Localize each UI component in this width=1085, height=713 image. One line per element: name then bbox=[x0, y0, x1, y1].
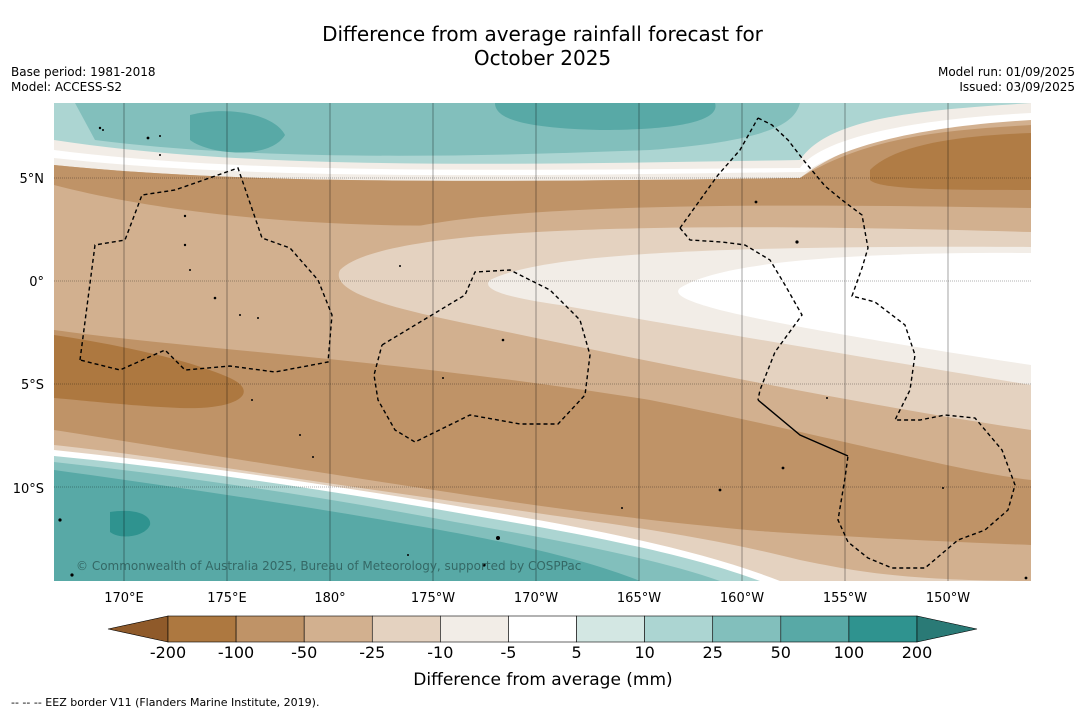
copyright-text: © Commonwealth of Australia 2025, Bureau… bbox=[76, 559, 581, 573]
colorbar-tick-label: -5 bbox=[500, 643, 516, 662]
colorbar-tick-label: 25 bbox=[703, 643, 723, 662]
lon-label: 170°W bbox=[514, 591, 558, 606]
base-period-text: Base period: 1981-2018 bbox=[11, 65, 156, 79]
colorbar-tick-label: 100 bbox=[834, 643, 865, 662]
lon-label: 160°W bbox=[720, 591, 764, 606]
lon-label: 175°E bbox=[207, 591, 247, 606]
model-text: Model: ACCESS-S2 bbox=[11, 80, 123, 94]
lon-label: 175°W bbox=[411, 591, 455, 606]
colorbar-swatch bbox=[576, 615, 645, 643]
map-field: © Commonwealth of Australia 2025, Bureau… bbox=[54, 103, 1031, 581]
base-info: Base period: 1981-2018 Model: ACCESS-S2 bbox=[11, 65, 156, 95]
colorbar-tick-label: -25 bbox=[359, 643, 385, 662]
colorbar-title: Difference from average (mm) bbox=[413, 670, 672, 690]
model-run-text: Model run: 01/09/2025 bbox=[937, 65, 1075, 79]
lon-label: 165°W bbox=[617, 591, 661, 606]
lat-label: 5°S bbox=[21, 378, 44, 393]
lon-label: 150°W bbox=[926, 591, 970, 606]
colorbar-tick-label: -200 bbox=[150, 643, 186, 662]
eez-borders bbox=[79, 117, 1016, 569]
colorbar-swatch bbox=[167, 615, 237, 643]
eez-joint-border bbox=[757, 399, 849, 457]
lon-label: 170°E bbox=[104, 591, 144, 606]
islands bbox=[58, 126, 1028, 580]
colorbar-tick-label: -50 bbox=[291, 643, 317, 662]
longitude-labels: 170°E 175°E 180° 175°W 170°W 165°W 160°W… bbox=[104, 591, 970, 606]
colorbar-tick-label: -100 bbox=[218, 643, 254, 662]
colorbar-tick-label: 50 bbox=[771, 643, 791, 662]
colorbar-tick-label: 200 bbox=[902, 643, 933, 662]
colorbar-tick-label: 5 bbox=[571, 643, 581, 662]
latitude-labels: 5°N 0° 5°S 10°S bbox=[13, 172, 44, 497]
run-info: Model run: 01/09/2025 Issued: 03/09/2025 bbox=[938, 65, 1075, 95]
colorbar-tick-label: -10 bbox=[427, 643, 453, 662]
lon-label: 180° bbox=[314, 591, 345, 606]
colorbar-swatch bbox=[780, 615, 850, 643]
colorbar-swatch bbox=[371, 615, 441, 643]
colorbar-ticks: -200 -100 -50 -25 -10 -5 5 10 25 50 100 200 bbox=[150, 643, 932, 662]
colorbar-swatch bbox=[644, 615, 714, 643]
colorbar-swatch bbox=[235, 615, 305, 643]
lat-label: 5°N bbox=[20, 172, 45, 187]
colorbar-tick-label: 10 bbox=[634, 643, 654, 662]
lat-label: 0° bbox=[29, 275, 44, 290]
colorbar bbox=[107, 615, 978, 643]
lat-label: 10°S bbox=[13, 482, 44, 497]
title-line-2: October 2025 bbox=[473, 46, 612, 70]
colorbar-swatch bbox=[508, 615, 577, 643]
colorbar-swatch bbox=[848, 615, 918, 643]
footnote: -- -- -- EEZ border V11 (Flanders Marine… bbox=[11, 696, 320, 709]
colorbar-swatch bbox=[440, 615, 509, 643]
colorbar-swatch bbox=[303, 615, 373, 643]
colorbar-swatch bbox=[712, 615, 782, 643]
page-title: Difference from average rainfall forecas… bbox=[0, 22, 1085, 70]
issued-text: Issued: 03/09/2025 bbox=[959, 80, 1075, 94]
colorbar-extend-low bbox=[107, 615, 169, 643]
title-line-1: Difference from average rainfall forecas… bbox=[322, 22, 763, 46]
lon-label: 155°W bbox=[823, 591, 867, 606]
colorbar-extend-high bbox=[916, 615, 978, 643]
